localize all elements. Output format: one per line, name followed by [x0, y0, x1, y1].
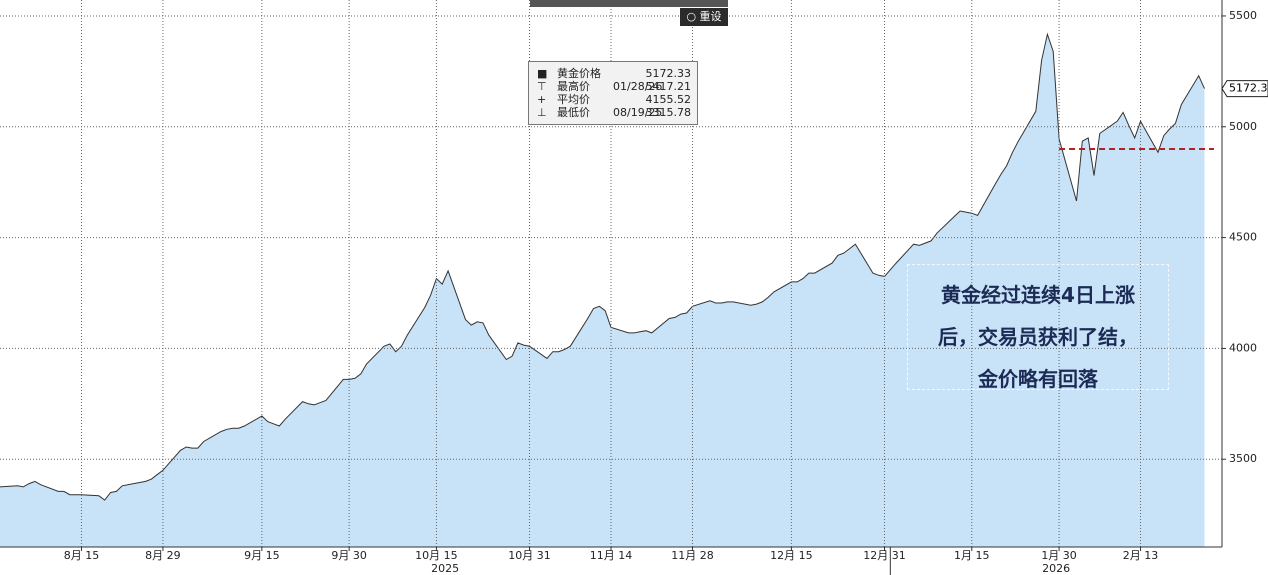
annotation-line: 黄金经过连续4日上涨: [941, 283, 1135, 307]
legend-row: ■ 黄金价格 5172.33: [529, 67, 697, 80]
legend-icon: ⊤: [537, 80, 547, 93]
legend-row: ⊥ 最低价 08/19/25 3315.78: [529, 106, 697, 119]
x-tick-label: 8月 29: [145, 549, 181, 562]
price-tag-label: 5172.33: [1229, 82, 1268, 95]
reset-button[interactable]: ○ 重设: [680, 8, 728, 26]
legend-icon: ■: [537, 67, 548, 80]
legend: ■ 黄金价格 5172.33 ⊤ 最高价 01/28/26 5417.21 + 平均价 4155.…: [528, 61, 698, 125]
toolbar: [530, 0, 728, 7]
reset-label[interactable]: 重设: [699, 10, 722, 23]
price-tag: [1221, 80, 1268, 98]
x-tick-label: 8月 15: [64, 549, 100, 562]
legend-row: ⊤ 最高价 01/28/26 5417.21: [529, 80, 697, 93]
x-tick-label: 10月 15: [415, 549, 458, 562]
x-tick-label: 10月 31: [508, 549, 551, 562]
x-tick-label: 12月 15: [770, 549, 813, 562]
legend-label: 最高价: [557, 80, 590, 93]
year-label: 2026: [1042, 562, 1070, 575]
legend-date: 01/28/26: [613, 80, 663, 93]
x-tick-label: 11月 14: [590, 549, 633, 562]
y-tick-label: 5500: [1229, 9, 1257, 22]
legend-icon: ⊥: [537, 106, 547, 119]
annotation-line: 后，交易员获利了结，: [938, 325, 1138, 349]
legend-label: 最低价: [557, 106, 590, 119]
x-tick-label: 2月 13: [1123, 549, 1159, 562]
annotation: 黄金经过连续4日上涨 后，交易员获利了结， 金价略有回落: [907, 264, 1169, 391]
year-label: 2025: [431, 562, 459, 575]
legend-date: 08/19/25: [613, 106, 663, 119]
legend-value: 3315.78: [645, 106, 692, 119]
x-tick-label: 12月 31: [863, 549, 906, 562]
area: [0, 34, 1205, 548]
annotation-line: 金价略有回落: [978, 367, 1098, 391]
legend-value: 5172.33: [645, 67, 692, 80]
x-tick-label: 1月 15: [954, 549, 990, 562]
x-tick-label: 9月 15: [244, 549, 280, 562]
legend-row: + 平均价 4155.52: [529, 93, 697, 106]
y-tick-label: 3500: [1229, 452, 1257, 465]
y-tick-label: 4000: [1229, 341, 1257, 354]
legend-value: 5417.21: [645, 80, 692, 93]
x-tick-label: 9月 30: [331, 549, 367, 562]
y-tick-label: 4500: [1229, 231, 1257, 244]
legend-value: 4155.52: [645, 93, 692, 106]
y-tick-label: 5000: [1229, 120, 1257, 133]
x-tick-label: 1月 30: [1041, 549, 1077, 562]
price-line: [0, 32, 1205, 501]
legend-icon: +: [537, 93, 547, 106]
legend-label: 黄金价格: [557, 67, 601, 80]
legend-label: 平均价: [557, 93, 590, 106]
x-tick-label: 11月 28: [671, 549, 714, 562]
